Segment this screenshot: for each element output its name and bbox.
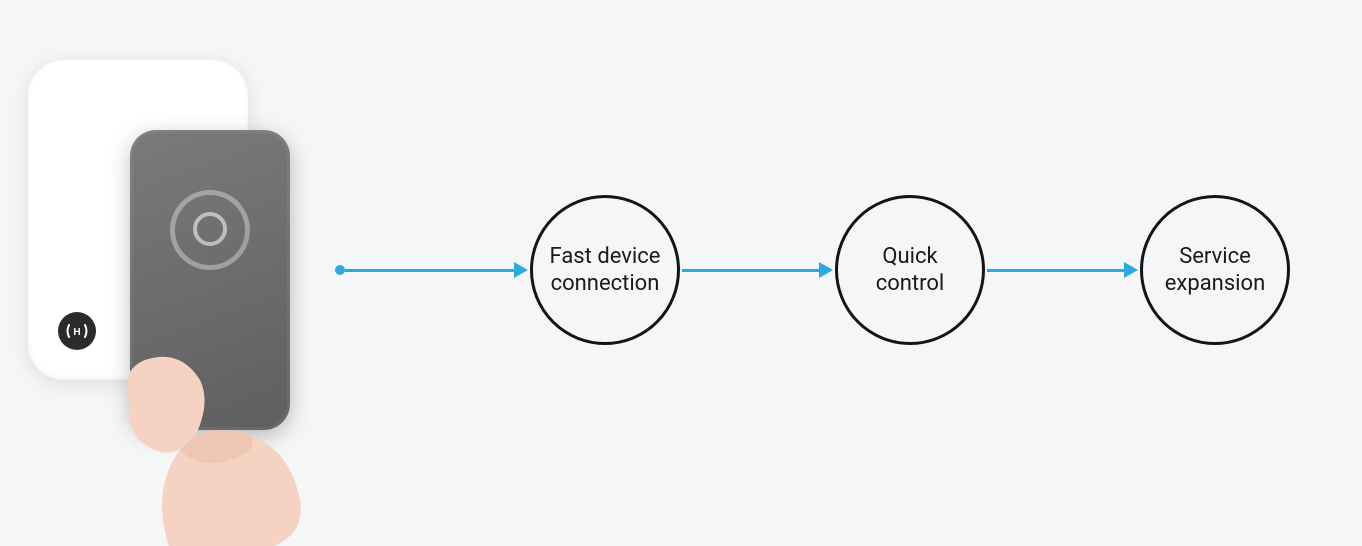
svg-text:H: H xyxy=(73,327,80,338)
node-fast-device-connection: Fast device connection xyxy=(530,195,680,345)
arrow-head-icon xyxy=(1124,262,1138,278)
arrow-1 xyxy=(335,266,528,274)
arrow-2 xyxy=(682,266,833,274)
node-label: Service expansion xyxy=(1157,243,1273,298)
node-label: Fast device connection xyxy=(547,243,663,298)
arrow-head-icon xyxy=(514,262,528,278)
phone-device xyxy=(130,130,290,430)
node-service-expansion: Service expansion xyxy=(1140,195,1290,345)
arrow-head-icon xyxy=(819,262,833,278)
diagram-canvas: H Fast device connection Quick control S… xyxy=(0,0,1362,546)
arrow-start-dot xyxy=(335,265,345,275)
node-quick-control: Quick control xyxy=(835,195,985,345)
arrow-3 xyxy=(987,266,1138,274)
nfc-icon: H xyxy=(58,312,96,350)
node-label: Quick control xyxy=(852,243,968,298)
